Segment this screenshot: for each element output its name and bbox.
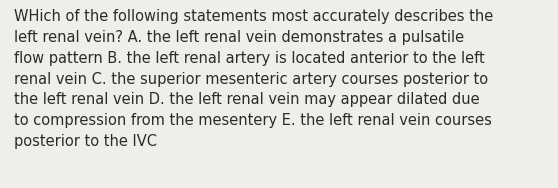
Text: WHich of the following statements most accurately describes the
left renal vein?: WHich of the following statements most a… bbox=[14, 9, 493, 149]
